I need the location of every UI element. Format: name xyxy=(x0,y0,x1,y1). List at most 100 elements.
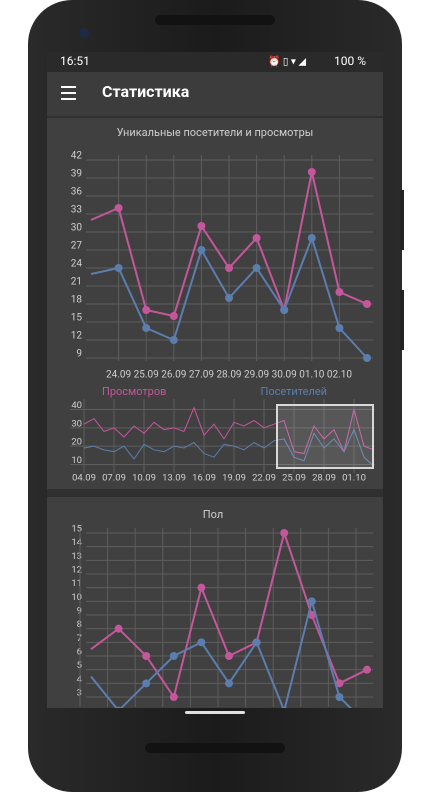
x-tick-label: 10.09 xyxy=(132,473,156,484)
card xyxy=(47,497,383,708)
y-tick-label: 39 xyxy=(71,169,82,180)
y-tick-label: 9 xyxy=(77,606,82,617)
y-tick-label: 30 xyxy=(71,223,83,234)
side-button xyxy=(400,290,404,350)
x-tick-label: 28.09 xyxy=(216,370,241,381)
y-tick-label: 9 xyxy=(76,349,82,360)
data-point xyxy=(252,264,261,272)
data-point xyxy=(225,264,233,272)
home-indicator[interactable] xyxy=(185,711,245,714)
x-tick-label: 22.09 xyxy=(252,473,276,484)
speaker xyxy=(155,15,275,25)
data-point xyxy=(114,204,123,212)
x-tick-label: 25.09 xyxy=(282,473,306,484)
series-line xyxy=(83,406,375,455)
y-tick-label: 6 xyxy=(77,647,82,658)
data-point xyxy=(252,638,261,647)
status-icons: ⏰ ▯ ▾ ◢ xyxy=(268,55,306,68)
plot xyxy=(90,529,371,708)
data-point xyxy=(142,652,151,660)
data-point xyxy=(142,324,151,332)
chart-title: Уникальные посетители и просмотры xyxy=(117,126,314,139)
y-tick-label: 15 xyxy=(71,313,83,324)
x-tick-label: 28.09 xyxy=(312,473,336,484)
data-point xyxy=(280,529,289,537)
menu-icon[interactable] xyxy=(61,86,76,88)
data-point xyxy=(114,264,123,272)
data-point xyxy=(169,652,178,660)
data-point xyxy=(363,354,371,362)
y-tick-label: 11 xyxy=(71,578,82,589)
data-point xyxy=(252,234,261,242)
legend-entry: Просмотров xyxy=(102,385,166,398)
x-tick-label: 25.09 xyxy=(134,370,159,381)
x-tick-label: 30.09 xyxy=(272,370,297,381)
x-tick-label: 19.09 xyxy=(222,473,246,484)
data-point xyxy=(281,706,288,708)
data-point xyxy=(225,294,233,302)
y-tick-label: 13 xyxy=(71,551,82,562)
y-tick-label: 7 xyxy=(77,633,82,644)
status-time: 16:51 xyxy=(60,54,90,68)
data-point xyxy=(169,693,178,701)
y-tick-label: 10 xyxy=(71,592,82,603)
data-point xyxy=(335,324,344,332)
x-tick-label: 04.09 xyxy=(72,473,96,484)
speaker xyxy=(145,743,285,753)
y-tick-label: 5 xyxy=(77,660,82,671)
y-tick-label: 40 xyxy=(71,400,82,411)
y-tick-label: 20 xyxy=(71,437,82,448)
screen: 16:51 ⏰ ▯ ▾ ◢ 100 % Статистика Уникальны… xyxy=(47,52,383,708)
data-point xyxy=(307,234,316,242)
data-point xyxy=(115,706,122,708)
data-point xyxy=(307,168,316,176)
x-tick-label: 02.10 xyxy=(327,370,352,381)
y-tick-label: 10 xyxy=(71,455,82,466)
camera xyxy=(79,28,89,38)
y-tick-label: 36 xyxy=(71,187,83,198)
side-button xyxy=(400,190,404,250)
menu-button[interactable] xyxy=(61,86,76,100)
x-tick-label: 27.09 xyxy=(189,370,214,381)
status-bar xyxy=(47,52,383,72)
data-point xyxy=(142,679,151,688)
menu-icon[interactable] xyxy=(61,98,76,100)
y-tick-label: 24 xyxy=(71,259,83,270)
y-tick-label: 12 xyxy=(71,565,82,576)
data-point xyxy=(363,300,371,308)
data-point xyxy=(280,306,289,314)
app-bar xyxy=(47,72,383,116)
y-tick-label: 42 xyxy=(71,151,83,162)
data-point xyxy=(197,638,206,647)
x-tick-label: 07.09 xyxy=(102,473,126,484)
y-tick-label: 15 xyxy=(71,524,82,535)
x-tick-label: 26.09 xyxy=(161,370,186,381)
x-tick-label: 13.09 xyxy=(162,473,186,484)
y-tick-label: 33 xyxy=(71,205,82,216)
y-tick-label: 30 xyxy=(71,418,82,429)
y-tick-label: 8 xyxy=(77,619,82,630)
status-battery: 100 % xyxy=(334,54,366,68)
x-tick-label: 01.10 xyxy=(299,370,324,381)
y-tick-label: 21 xyxy=(71,277,82,288)
x-tick-label: 01.10 xyxy=(342,473,366,484)
data-point xyxy=(114,624,123,633)
plot xyxy=(90,168,371,362)
data-point xyxy=(335,288,344,296)
y-tick-label: 12 xyxy=(71,331,83,342)
plot xyxy=(83,406,375,467)
x-tick-label: 29.09 xyxy=(244,370,269,381)
y-tick-label: 3 xyxy=(77,688,82,699)
data-point xyxy=(197,246,206,254)
range-selector[interactable] xyxy=(276,404,374,469)
data-point xyxy=(169,312,178,320)
x-tick-label: 16.09 xyxy=(192,473,216,484)
x-tick-label: 24.09 xyxy=(106,370,131,381)
series-line xyxy=(83,428,375,467)
data-point xyxy=(363,665,371,674)
data-point xyxy=(169,336,178,344)
menu-icon[interactable] xyxy=(61,92,76,94)
data-point xyxy=(197,222,206,230)
y-tick-label: 14 xyxy=(71,537,82,548)
